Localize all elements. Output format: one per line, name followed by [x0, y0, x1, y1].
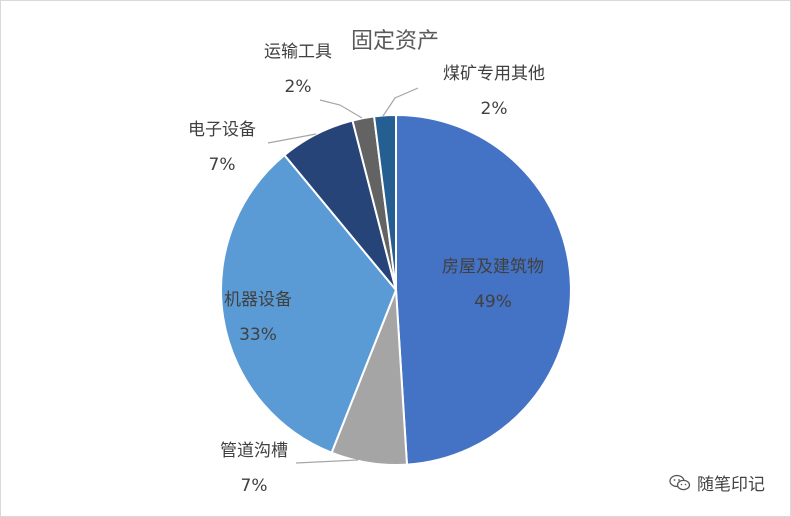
slice-label: 机器设备 — [224, 290, 292, 310]
slice-label: 煤矿专用其他 — [443, 64, 545, 84]
leader-line — [295, 459, 359, 464]
pie-slice — [395, 113, 572, 466]
wechat-icon — [669, 474, 691, 490]
slice-label: 房屋及建筑物 — [442, 257, 544, 277]
chart-title: 固定资产 — [351, 29, 439, 54]
slice-percent: 7% — [241, 476, 268, 496]
slice-percent: 2% — [285, 77, 312, 97]
leader-line — [319, 99, 363, 119]
slice-label: 管道沟槽 — [220, 441, 288, 461]
pie-slice — [220, 153, 398, 455]
slice-label: 运输工具 — [264, 42, 332, 62]
leader-line — [382, 87, 419, 117]
slice-percent: 33% — [239, 325, 277, 345]
slice-percent: 49% — [474, 292, 512, 312]
slice-percent: 7% — [209, 155, 236, 175]
slice-percent: 2% — [481, 99, 508, 119]
pie-slice — [372, 113, 397, 291]
leader-line — [267, 133, 317, 144]
watermark: 随笔印记 — [669, 470, 765, 495]
watermark-text: 随笔印记 — [697, 475, 765, 495]
slice-label: 电子设备 — [188, 120, 256, 140]
